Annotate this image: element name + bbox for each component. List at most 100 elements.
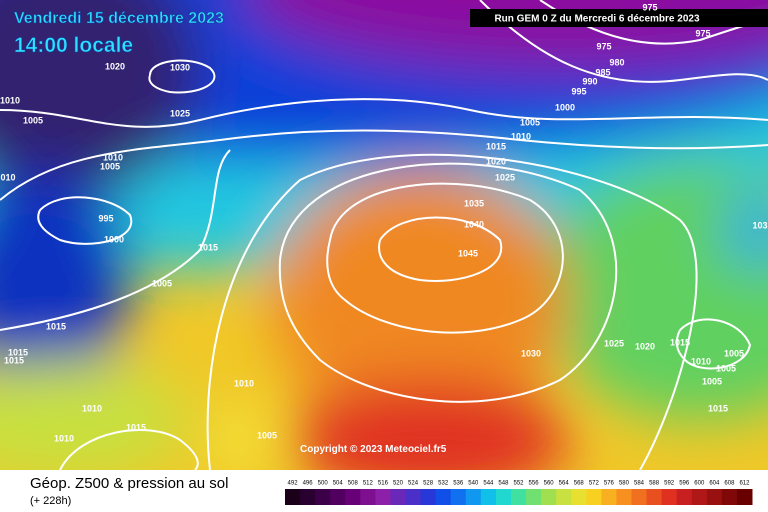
scale-swatch [495,489,512,505]
scale-swatch [465,489,482,505]
scale-swatch [375,489,391,505]
scale-swatch [420,489,437,505]
color-scale: 492 496 500 504 508 512 516 520 524 528 532 536 540 5… [285,481,753,505]
isobar-label: 1010 [511,131,531,141]
scale-swatch [691,489,708,505]
isobar-label: 1005 [702,376,722,386]
scale-label: 540 [468,481,479,487]
scale-swatch [661,489,678,505]
isobar-label: 1015 [4,355,24,365]
isobar-label: 1015 [8,347,28,357]
scale-label: 508 [348,481,359,487]
scale-swatch [646,489,663,505]
run-info: Run GEM 0 Z du Mercredi 6 décembre 2023 [494,14,700,25]
isobar-label: 1025 [495,172,515,182]
scale-swatch [601,489,617,505]
scale-label: 584 [634,481,645,487]
scale-label: 552 [513,481,524,487]
isobar-label: 1010 [234,378,254,388]
isobar-labels: 9759759759809859909951000100510101015102… [0,2,768,443]
footer-lead: (+ 228h) [30,495,71,507]
scale-swatch [556,489,572,505]
scale-label: 592 [664,481,675,487]
isobar-label: 1020 [105,61,125,71]
scale-swatch [390,489,407,505]
isobar-label: 1020 [486,156,506,166]
isobar-label: 1015 [46,321,66,331]
scale-label: 612 [739,481,750,487]
isobar-label: 1005 [520,117,540,127]
scale-swatch [510,489,527,505]
scale-label: 512 [363,481,374,487]
isobar-label: 1025 [604,338,624,348]
scale-label: 576 [604,481,615,487]
scale-swatch [450,489,467,505]
isobars [0,0,768,470]
isobar-label: 1015 [486,141,506,151]
scale-swatch [330,489,346,505]
isobar-label: 1015 [670,337,690,347]
isobar-label: 1010 [103,152,123,162]
forecast-time: 14:00 locale [14,34,133,57]
scale-label: 528 [423,481,434,487]
scale-label: 600 [694,481,705,487]
scale-label: 588 [649,481,660,487]
isobar-label: 1045 [458,248,478,258]
isobar-label: 1010 [82,403,102,413]
scale-label: 536 [453,481,464,487]
isobar-label: 1000 [555,102,575,112]
scale-swatch [405,489,422,505]
scale-swatch [300,489,316,505]
scale-swatch [721,489,738,505]
isobar-label: 1005 [100,161,120,171]
scale-label: 556 [529,481,540,487]
isobar-label: 990 [582,76,597,86]
scale-label: 516 [378,481,389,487]
scale-swatch [586,489,602,505]
run-bar [470,9,768,27]
scale-label: 500 [318,481,329,487]
isobar-label: 1030 [170,62,190,72]
scale-swatch [571,489,587,505]
scale-swatch [435,489,452,505]
isobar-label: 975 [695,28,710,38]
isobar-label: 980 [609,57,624,67]
scale-swatch [616,489,632,505]
scale-label: 532 [438,481,449,487]
scale-label: 492 [288,481,299,487]
isobar-label: 1015 [198,242,218,252]
scale-label: 560 [544,481,555,487]
isobar-label: 1015 [126,422,146,432]
scale-label: 544 [483,481,494,487]
scale-swatch [285,489,301,505]
isobar-label: 1005 [152,278,172,288]
isobar-label: 1005 [716,363,736,373]
scale-swatch [480,489,497,505]
isobar-label: 1025 [170,108,190,118]
scale-label: 580 [619,481,630,487]
scale-label: 604 [709,481,720,487]
scale-label: 572 [589,481,600,487]
isobar-label: 995 [571,86,586,96]
scale-label: 568 [574,481,585,487]
scale-label: 524 [408,481,419,487]
scale-label: 504 [333,481,344,487]
scale-swatch [526,489,542,505]
isobar-label: 1010 [54,433,74,443]
isobar-label: 1015 [708,403,728,413]
scale-label: 548 [498,481,509,487]
isobar-label: 1010 [691,356,711,366]
scale-swatch [345,489,361,505]
forecast-date: Vendredi 15 décembre 2023 [14,10,224,27]
isobar-label: 995 [98,213,113,223]
scale-label: 496 [303,481,314,487]
scale-label: 608 [724,481,735,487]
scale-swatch [676,489,693,505]
isobar-label: 1005 [724,348,744,358]
isobar-label: 975 [642,2,657,12]
scale-swatch [315,489,331,505]
isobar-label: 1020 [635,341,655,351]
